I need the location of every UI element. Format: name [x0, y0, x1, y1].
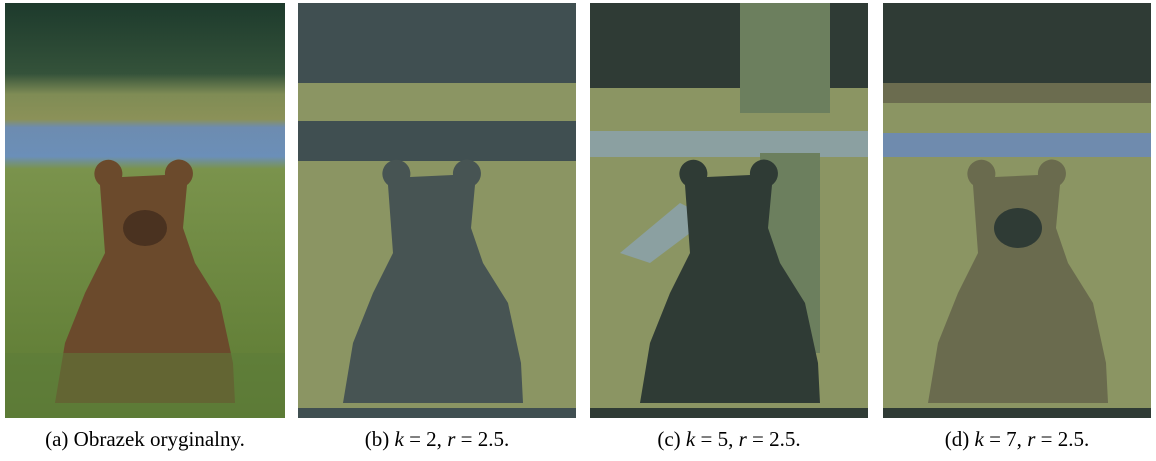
math-var: k: [395, 427, 404, 451]
caption-text: = 5,: [695, 427, 738, 451]
image-original: [5, 3, 285, 418]
caption-label: (b): [365, 427, 390, 451]
caption-text: = 2.5.: [455, 427, 509, 451]
caption-label: (c): [657, 427, 680, 451]
caption-label: (a): [45, 427, 68, 451]
caption-text: = 2.5.: [747, 427, 801, 451]
image-k2: [298, 3, 576, 418]
caption-c: (c) k = 5, r = 2.5.: [590, 427, 868, 452]
caption-b: (b) k = 2, r = 2.5.: [298, 427, 576, 452]
caption-label: (d): [945, 427, 970, 451]
caption-d: (d) k = 7, r = 2.5.: [883, 427, 1151, 452]
math-var: r: [739, 427, 747, 451]
caption-text: = 7,: [984, 427, 1027, 451]
caption-text: Obrazek oryginalny.: [74, 427, 245, 451]
caption-a: (a) Obrazek oryginalny.: [5, 427, 285, 452]
figure: (a) Obrazek oryginalny. (b) k = 2, r = 2…: [0, 0, 1156, 461]
image-k7: [883, 3, 1151, 418]
caption-text: = 2,: [404, 427, 447, 451]
caption-text: = 2.5.: [1035, 427, 1089, 451]
image-k5: [590, 3, 868, 418]
math-var: k: [975, 427, 984, 451]
math-var: k: [686, 427, 695, 451]
